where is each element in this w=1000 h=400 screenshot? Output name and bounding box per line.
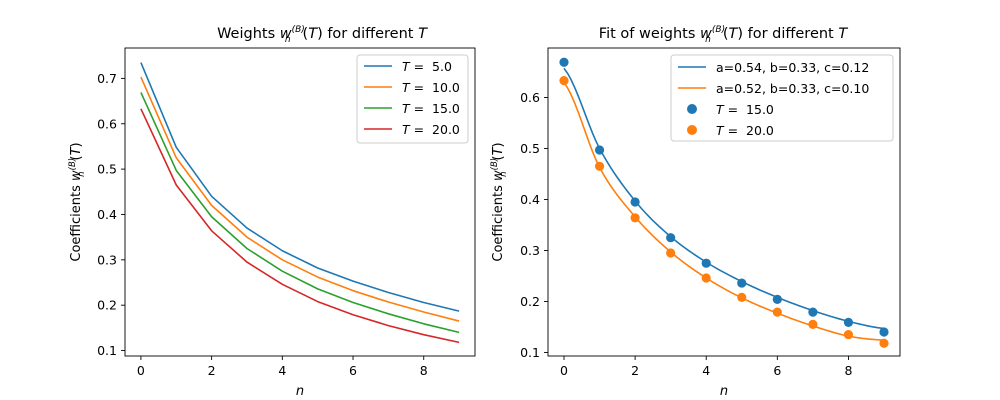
left-series-line-2 [140, 76, 460, 322]
left-y-tick-label: 0.7 [97, 71, 117, 86]
left-legend-box [356, 54, 469, 144]
right-chart-title: Fit of weights w(B) n (T) for different T [599, 25, 849, 45]
right-axes-frame [547, 47, 901, 357]
left-y-tick-label: 0.2 [97, 298, 117, 313]
left-legend-label-4: T = 20.0 [402, 122, 460, 137]
right-scatter-point-1 [737, 278, 747, 288]
right-scatter-point-1 [630, 197, 640, 207]
right-scatter-point-1 [701, 258, 711, 268]
right-legend-label-4: T = 20.0 [716, 123, 774, 138]
right-scatter-point-1 [843, 317, 854, 327]
right-scatter-point-1 [808, 307, 818, 317]
left-axes-frame [124, 47, 476, 357]
left-y-tick-label: 0.5 [97, 162, 117, 177]
left-x-tick-label: 8 [420, 363, 428, 378]
right-scatter-point-2 [808, 319, 818, 329]
left-series-line-3 [140, 92, 460, 334]
right-scatter-point-1 [772, 294, 782, 304]
right-y-tick-label: 0.5 [520, 141, 540, 156]
right-legend-marker-3 [687, 104, 697, 114]
right-legend-box [670, 54, 894, 142]
right-legend-label-2: a=0.52, b=0.33, c=0.10 [716, 81, 869, 96]
left-y-tick-label: 0.1 [97, 343, 117, 358]
right-scatter-point-1 [594, 145, 605, 155]
right-y-axis-label: Coefficients w(B)n(T) [490, 142, 509, 261]
left-legend-label-2: T = 10.0 [402, 80, 460, 95]
right-scatter-point-2 [843, 329, 854, 340]
right-y-tick-label: 0.3 [520, 243, 540, 258]
right-x-tick-label: 6 [773, 363, 781, 378]
left-x-tick-label: 2 [208, 363, 216, 378]
right-x-tick-label: 8 [844, 363, 852, 378]
right-x-tick-label: 2 [631, 363, 639, 378]
left-series-line-1 [140, 62, 460, 312]
right-scatter-point-2 [630, 213, 640, 223]
left-y-tick-label: 0.6 [97, 116, 117, 131]
right-y-tick-label: 0.6 [520, 90, 540, 105]
right-scatter-point-1 [559, 57, 569, 67]
left-x-tick-label: 4 [278, 363, 286, 378]
right-fit-line-1 [563, 67, 885, 330]
right-y-tick-label: 0.4 [520, 192, 540, 207]
right-x-axis-label: n [720, 384, 728, 399]
right-scatter-point-2 [772, 307, 782, 317]
right-scatter-point-2 [701, 273, 711, 283]
right-legend-marker-4 [687, 125, 697, 135]
right-scatter-point-2 [594, 161, 605, 171]
right-y-tick-label: 0.2 [520, 294, 540, 309]
right-scatter-point-2 [666, 248, 676, 258]
left-y-tick-label: 0.3 [97, 252, 117, 267]
left-legend-label-1: T = 5.0 [402, 59, 452, 74]
left-legend: T = 5.0 T = 10.0 T = 15.0 T = 20.0 [356, 54, 469, 144]
right-plot-area: 0 2 4 6 8 0.1 0.2 0.3 0.4 0.5 0.6 [520, 57, 889, 378]
right-y-tick-label: 0.1 [520, 345, 540, 360]
right-x-tick-label: 0 [560, 363, 568, 378]
right-legend-label-1: a=0.54, b=0.33, c=0.12 [716, 60, 869, 75]
right-legend: a=0.54, b=0.33, c=0.12 a=0.52, b=0.33, c… [670, 54, 894, 142]
right-scatter-point-2 [559, 76, 569, 86]
left-chart-title: Weights w(B) n (T) for different T [217, 25, 428, 45]
right-scatter-point-2 [737, 292, 747, 302]
left-x-axis-label: n [296, 384, 304, 399]
left-y-tick-label: 0.4 [97, 207, 117, 222]
right-scatter-point-1 [666, 233, 676, 243]
right-x-tick-label: 4 [702, 363, 710, 378]
right-scatter-point-2 [879, 338, 889, 348]
right-chart: Fit of weights w(B) n (T) for different T … [490, 25, 901, 399]
right-scatter-point-1 [879, 327, 889, 337]
right-legend-label-3: T = 15.0 [716, 102, 774, 117]
left-legend-label-3: T = 15.0 [402, 101, 460, 116]
left-x-tick-label: 6 [349, 363, 357, 378]
left-plot-area: 0 2 4 6 8 0.1 0.2 0.3 0.4 0.5 0.6 0.7 [97, 62, 460, 378]
left-series-line-4 [140, 108, 460, 344]
left-y-axis-label: Coefficients w(B)n(T) [68, 142, 87, 261]
right-fit-line-2 [563, 82, 885, 341]
left-x-tick-label: 0 [137, 363, 145, 378]
left-chart: Weights w(B) n (T) for different T 0 2 4 6 8 0.… [68, 25, 476, 399]
